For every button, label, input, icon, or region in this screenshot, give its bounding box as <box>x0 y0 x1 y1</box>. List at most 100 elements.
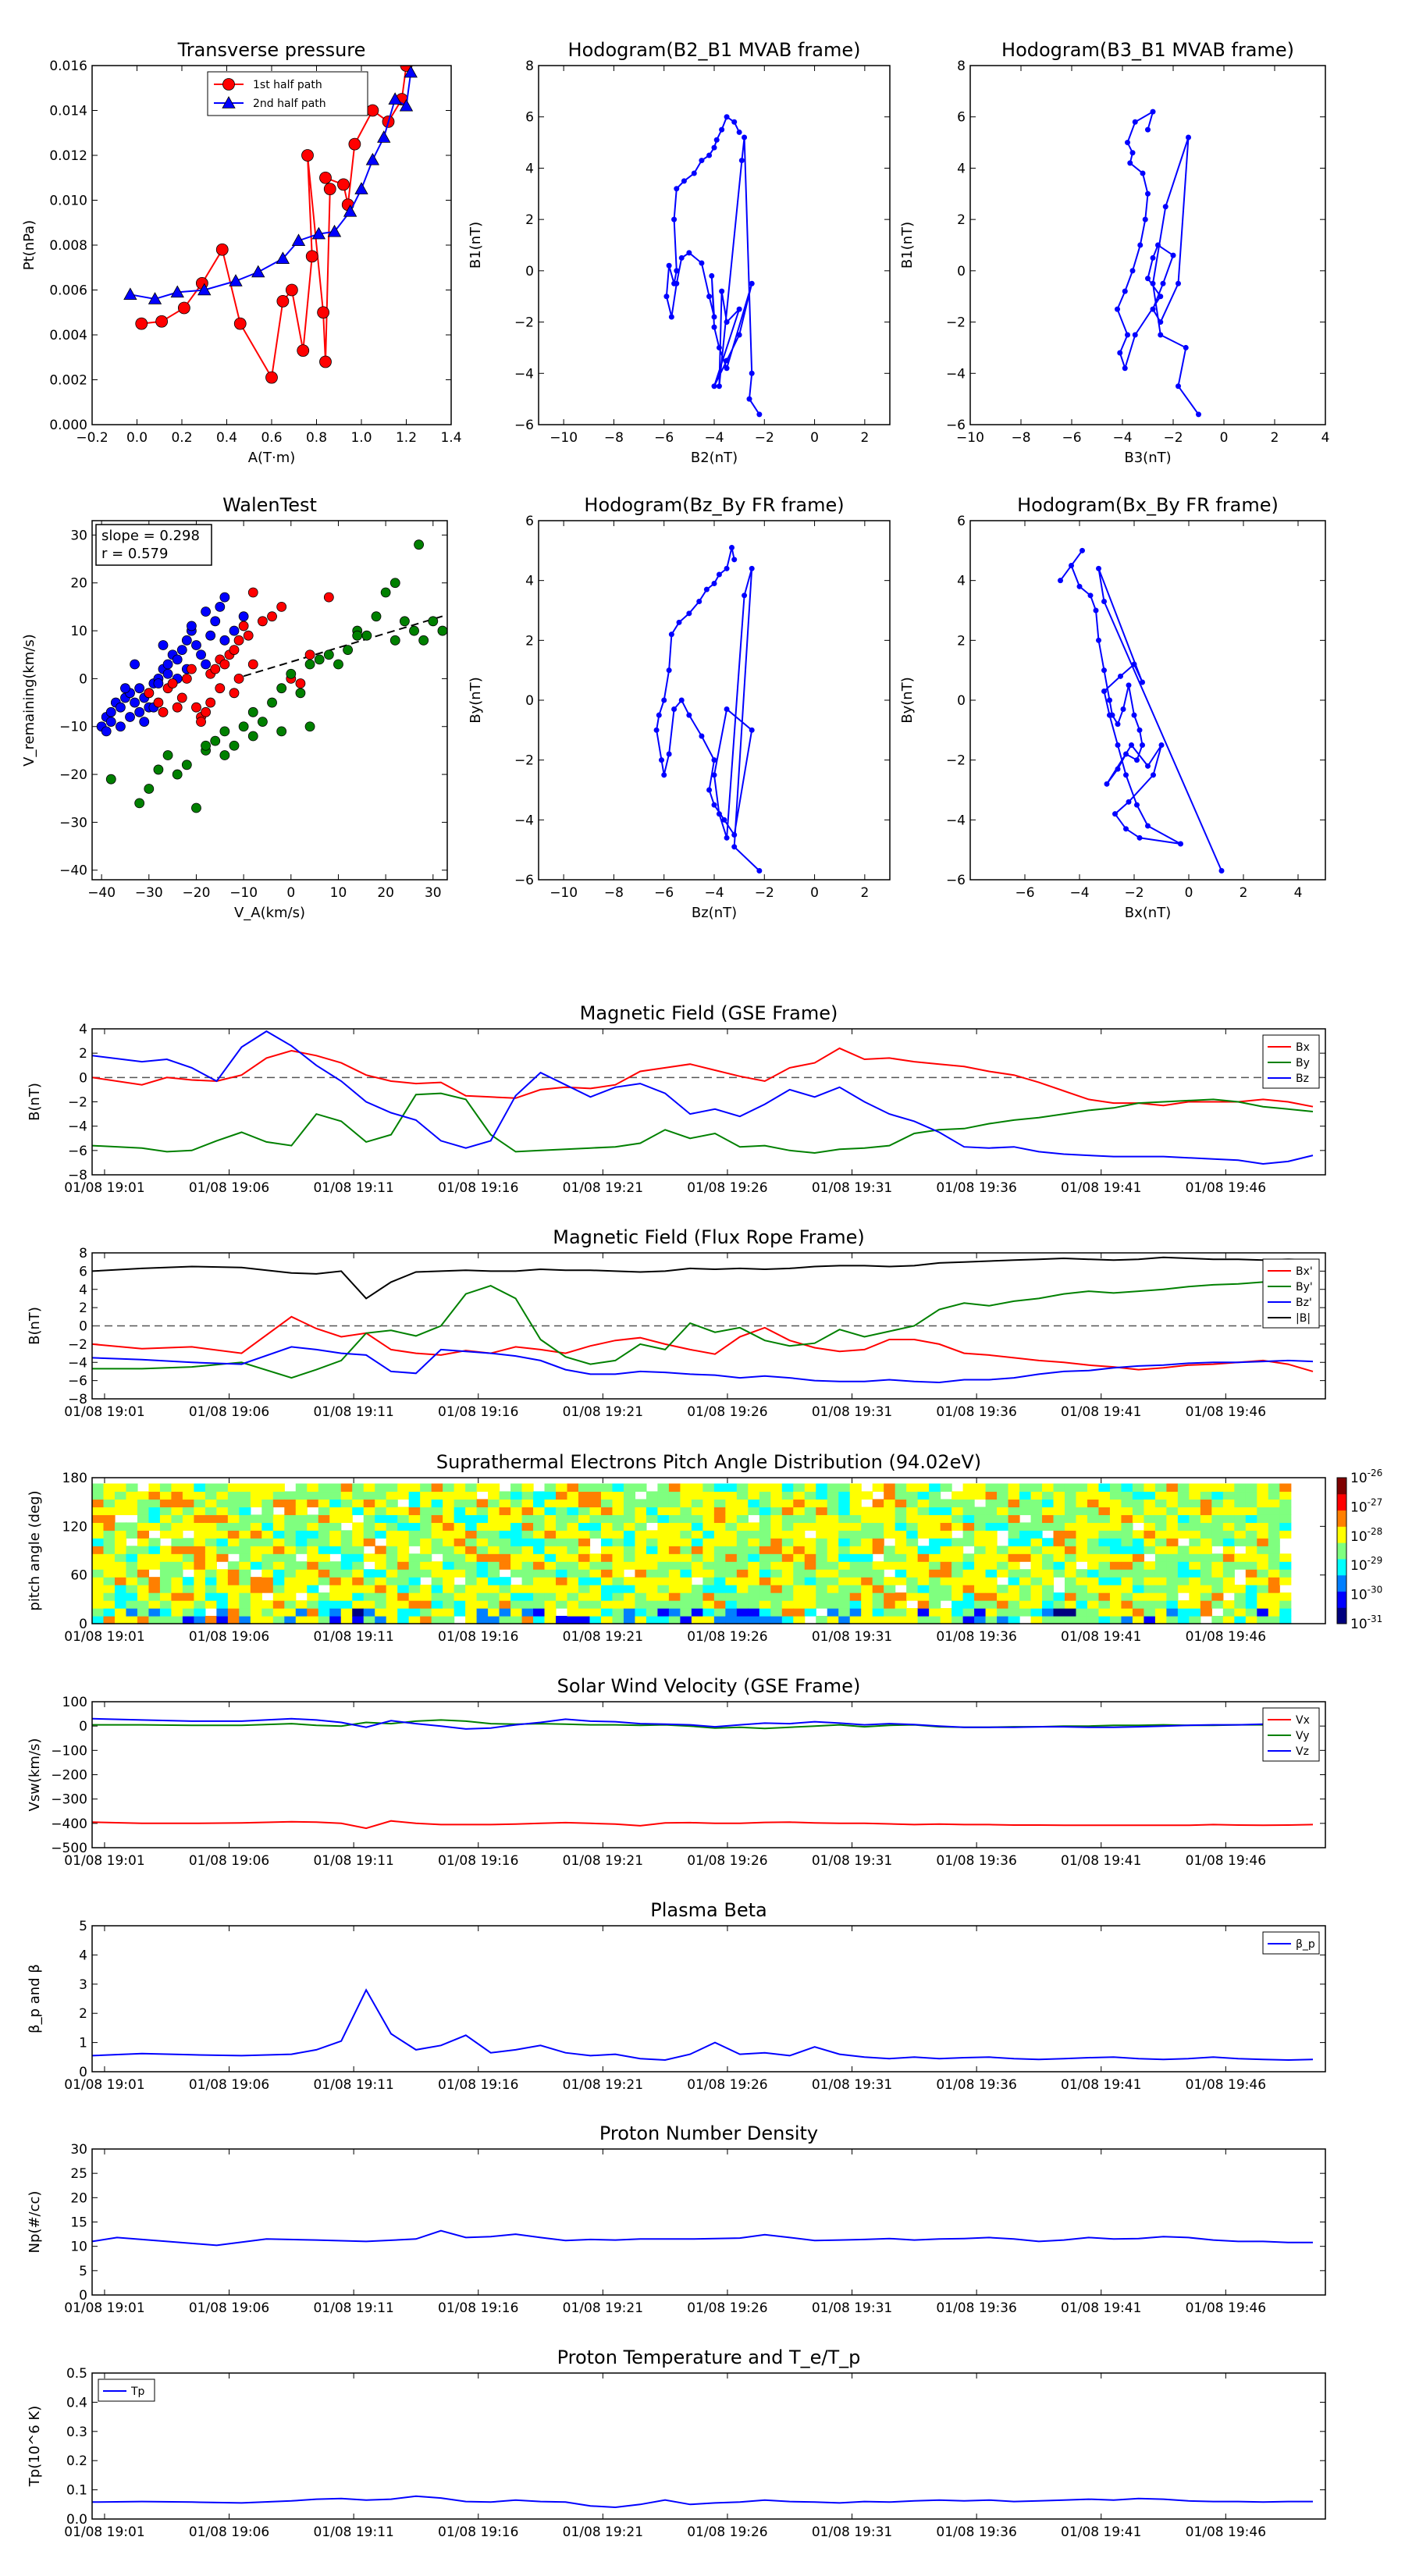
heatmap-cell <box>295 1616 308 1624</box>
heatmap-cell <box>895 1577 907 1585</box>
heatmap-cell <box>420 1569 432 1578</box>
heatmap-cell <box>1087 1483 1100 1493</box>
heatmap-cell <box>578 1569 591 1578</box>
x-tick-label: 01/08 19:06 <box>189 1180 269 1196</box>
heatmap-cell <box>668 1507 681 1515</box>
heatmap-cell <box>838 1608 851 1617</box>
heatmap-cell <box>352 1499 365 1507</box>
heatmap-cell <box>917 1553 930 1562</box>
heatmap-cell <box>454 1608 466 1617</box>
heatmap-cell <box>182 1483 194 1493</box>
heatmap-cell <box>148 1522 161 1531</box>
heatmap-cell <box>589 1530 602 1539</box>
heatmap-cell <box>476 1585 489 1593</box>
heatmap-cell <box>92 1499 105 1507</box>
heatmap-cell <box>533 1538 546 1546</box>
heatmap-cell <box>476 1577 489 1585</box>
heatmap-cell <box>1200 1530 1212 1539</box>
heatmap-cell <box>1098 1483 1111 1493</box>
heatmap-cell <box>646 1538 659 1546</box>
y-tick-label: 5 <box>79 1919 87 1934</box>
heatmap-cell <box>1189 1507 1201 1515</box>
heatmap-cell <box>713 1561 726 1570</box>
heatmap-cell <box>781 1569 794 1578</box>
heatmap-cell <box>408 1553 421 1562</box>
heatmap-cell <box>295 1585 308 1593</box>
heatmap-cell <box>1222 1538 1235 1546</box>
heatmap-cell <box>1053 1499 1065 1507</box>
heatmap-cell <box>872 1569 884 1578</box>
x-tick-label: 30 <box>425 885 442 901</box>
y-tick-label: −2 <box>514 753 534 769</box>
heatmap-cell <box>748 1499 760 1507</box>
heatmap-cell <box>272 1546 285 1554</box>
heatmap-cell <box>363 1538 375 1546</box>
heatmap-cell <box>386 1530 398 1539</box>
data-point <box>148 292 162 304</box>
heatmap-cell <box>205 1491 217 1500</box>
y-tick-label: 4 <box>525 574 534 589</box>
data-point <box>681 178 687 184</box>
data-point <box>210 735 221 746</box>
data-point <box>144 688 155 699</box>
heatmap-cell <box>386 1522 398 1531</box>
heatmap-cell <box>781 1530 794 1539</box>
heatmap-cell <box>849 1577 862 1585</box>
heatmap-cell <box>431 1600 443 1609</box>
heatmap-cell <box>578 1522 591 1531</box>
y-tick-label: 0.5 <box>66 2366 87 2382</box>
heatmap-cell <box>985 1514 998 1523</box>
data-point <box>365 152 380 165</box>
heatmap-cell <box>454 1546 466 1554</box>
heatmap-cell <box>589 1522 602 1531</box>
y-axis-label: Pt(nPa) <box>21 220 37 270</box>
heatmap-cell <box>1211 1569 1224 1578</box>
heatmap-cell <box>985 1499 998 1507</box>
heatmap-cell <box>1166 1569 1179 1578</box>
data-point <box>729 545 735 550</box>
heatmap-cell <box>567 1553 579 1562</box>
axes-frame <box>538 65 891 425</box>
heatmap-cell <box>827 1538 839 1546</box>
heatmap-cell <box>182 1577 194 1585</box>
heatmap-cell <box>1245 1585 1257 1593</box>
heatmap-cell <box>1008 1577 1020 1585</box>
heatmap-cell <box>103 1600 116 1609</box>
data-point <box>343 645 354 655</box>
heatmap-cell <box>962 1522 975 1531</box>
y-axis-label: Np(#/cc) <box>27 2191 43 2254</box>
heatmap-cell <box>951 1507 964 1515</box>
heatmap-cell <box>997 1592 1009 1601</box>
heatmap-cell <box>940 1577 952 1585</box>
heatmap-cell <box>736 1538 749 1546</box>
heatmap-cell <box>951 1491 964 1500</box>
heatmap-cell <box>962 1483 975 1493</box>
heatmap-cell <box>680 1585 692 1593</box>
x-axis-label: B3(nT) <box>1124 450 1171 466</box>
heatmap-cell <box>985 1538 998 1546</box>
heatmap-cell <box>770 1585 783 1593</box>
heatmap-cell <box>454 1491 466 1500</box>
heatmap-cell <box>917 1507 930 1515</box>
heatmap-cell <box>1177 1600 1190 1609</box>
heatmap-cell <box>476 1538 489 1546</box>
heatmap-cell <box>816 1483 828 1493</box>
heatmap-cell <box>510 1616 523 1624</box>
heatmap-cell <box>702 1499 715 1507</box>
x-tick-label: −2 <box>755 885 774 901</box>
data-point <box>1145 763 1151 769</box>
colorbar-tick-label: 10-30 <box>1350 1585 1382 1603</box>
heatmap-cell <box>657 1577 670 1585</box>
heatmap-cell <box>816 1616 828 1624</box>
x-tick-label: 10 <box>330 885 347 901</box>
heatmap-cell <box>239 1585 251 1593</box>
heatmap-cell <box>770 1483 783 1493</box>
heatmap-cell <box>997 1514 1009 1523</box>
heatmap-cell <box>171 1499 183 1507</box>
data-point <box>663 294 670 300</box>
heatmap-cell <box>159 1569 173 1578</box>
x-axis-label: Bz(nT) <box>692 905 737 921</box>
heatmap-cell <box>1211 1530 1224 1539</box>
heatmap-cell <box>917 1522 930 1531</box>
